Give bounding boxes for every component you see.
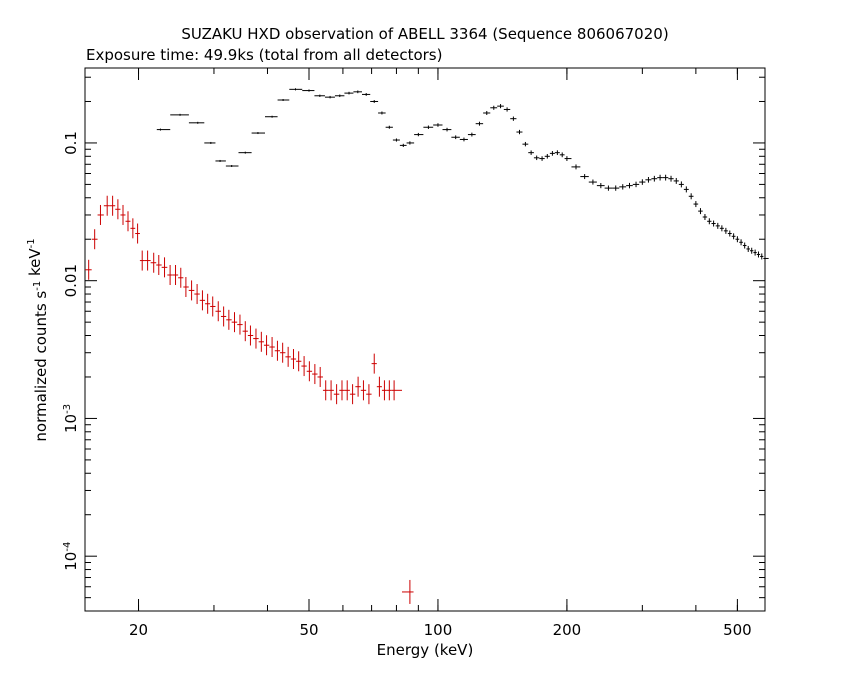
plot-frame xyxy=(84,67,766,612)
y-axis-ticks: 0.1 0.01 10-3 10-4 xyxy=(62,76,765,612)
series-0 xyxy=(156,88,769,262)
chart-title: SUZAKU HXD observation of ABELL 3364 (Se… xyxy=(181,25,668,43)
y-tick-label: 0.01 xyxy=(62,264,80,297)
y-tick-label: 0.1 xyxy=(62,131,80,155)
x-tick-label: 100 xyxy=(424,621,453,639)
y-tick-label: 10-3 xyxy=(62,404,80,433)
y-axis-label: normalized counts s-1 keV-1 xyxy=(26,238,50,441)
x-tick-label: 20 xyxy=(129,621,148,639)
x-axis-ticks: 20 50 100 200 500 xyxy=(129,68,752,639)
x-tick-label: 200 xyxy=(553,621,582,639)
data-series xyxy=(85,88,769,604)
x-tick-label: 50 xyxy=(299,621,318,639)
y-tick-label: 10-4 xyxy=(62,542,80,571)
x-tick-label: 500 xyxy=(723,621,752,639)
series-1 xyxy=(85,195,414,604)
x-axis-label: Energy (keV) xyxy=(377,641,474,659)
chart-subtitle: Exposure time: 49.9ks (total from all de… xyxy=(86,46,442,64)
